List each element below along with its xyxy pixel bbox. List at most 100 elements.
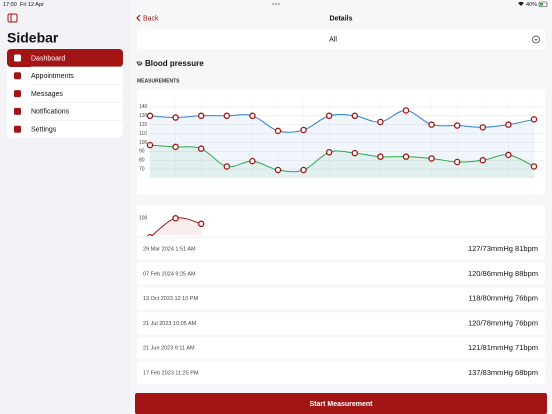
point <box>325 148 333 156</box>
measurement-reading: 137/83mmHg 68bpm <box>468 368 538 377</box>
measurement-row[interactable] <box>137 362 545 384</box>
measurement-reading: 120/78mmHg 76bpm <box>468 318 538 327</box>
menu-icon <box>14 72 21 80</box>
measurement-date: 07 Feb 2024 9:25 AM <box>143 271 196 277</box>
menu-item[interactable]: Settings <box>31 127 57 134</box>
point <box>274 166 282 174</box>
point <box>146 141 154 149</box>
measurement-reading: 118/80mmHg 76bpm <box>469 294 538 303</box>
point <box>249 112 256 120</box>
status-date: Fri 12 Apr <box>20 2 44 8</box>
point <box>172 214 179 222</box>
area <box>150 217 202 236</box>
point <box>197 145 205 152</box>
line <box>149 109 535 133</box>
measurement-date: 13 Oct 2023 12:10 PM <box>143 296 198 302</box>
menu-icon <box>14 54 21 62</box>
measurement-row[interactable] <box>137 262 545 285</box>
point <box>172 143 179 151</box>
measurement-row[interactable] <box>137 312 545 335</box>
point <box>505 151 512 159</box>
menu-item[interactable]: Dashboard <box>31 55 65 62</box>
point <box>505 121 512 128</box>
menu-item[interactable]: Messages <box>31 91 63 98</box>
sidebar-toggle[interactable] <box>7 13 18 23</box>
status-time: 17:00 <box>3 2 17 8</box>
point <box>223 163 231 170</box>
picker-icon <box>532 35 540 44</box>
menu-item[interactable]: Notifications <box>31 109 70 116</box>
point <box>172 114 179 121</box>
measurement-row[interactable] <box>137 287 545 310</box>
measurement-reading: 121/81mmHg 71bpm <box>468 343 538 352</box>
header-title: Details <box>330 15 353 22</box>
measurement-reading: 127/73mmHg 81bpm <box>468 244 538 253</box>
picker[interactable] <box>137 29 545 49</box>
chart-panel <box>137 90 545 194</box>
multitask-dots <box>272 3 280 5</box>
start-button-label: Start Measurement <box>309 401 373 408</box>
measurement-date: 21 Jun 2023 9:11 AM <box>143 346 195 352</box>
point <box>428 155 435 162</box>
menu-icon <box>14 107 21 115</box>
menu-icon <box>14 125 21 133</box>
measurement-reading: 120/86mmHg 88bpm <box>468 269 538 278</box>
y-tick-label: 130 <box>139 113 148 119</box>
point <box>300 126 307 134</box>
point <box>453 122 461 129</box>
y-tick-label: 100 <box>139 216 148 222</box>
line <box>149 144 535 173</box>
menu-card <box>7 49 123 138</box>
measurement-date: 21 Jul 2023 10:05 AM <box>143 321 197 327</box>
point <box>300 166 307 174</box>
back-button[interactable]: Back <box>143 15 159 22</box>
point <box>402 107 410 114</box>
point <box>377 153 384 160</box>
point <box>146 112 154 120</box>
measurement-date: 17 Feb 2023 11:25 PM <box>143 370 199 376</box>
point <box>479 124 487 131</box>
point <box>377 118 384 126</box>
battery-text: 40% <box>526 2 537 8</box>
y-tick-label: 120 <box>139 122 148 128</box>
section-title: Blood pressure <box>145 59 204 68</box>
measurement-date: 29 Mar 2024 1:51 AM <box>143 246 196 252</box>
point <box>197 220 205 228</box>
point <box>146 233 154 236</box>
point <box>402 153 410 160</box>
menu-selected[interactable] <box>7 49 123 67</box>
bp-icon <box>136 61 143 66</box>
area <box>150 110 534 178</box>
y-tick-label: 70 <box>139 166 145 172</box>
picker-value: All <box>329 36 337 43</box>
picker-chevron <box>534 38 538 41</box>
back-chevron[interactable] <box>136 14 141 22</box>
y-tick-label: 90 <box>139 149 145 155</box>
point <box>530 163 538 170</box>
section-subtitle: MEASUREMENTS <box>137 78 180 84</box>
measurement-row[interactable] <box>137 337 545 360</box>
y-tick-label: 100 <box>139 140 148 146</box>
area <box>150 145 534 178</box>
battery-icon <box>538 1 548 7</box>
start-button[interactable] <box>135 393 547 414</box>
point <box>428 121 435 128</box>
point <box>249 157 256 165</box>
point <box>479 156 487 164</box>
chart <box>139 214 205 236</box>
point <box>223 112 231 120</box>
menu-item[interactable]: Appointments <box>31 73 74 80</box>
menu-icon <box>14 90 21 98</box>
point <box>351 149 359 157</box>
measurement-row[interactable] <box>137 238 545 260</box>
y-tick-label: 110 <box>139 131 147 137</box>
y-tick-label: 140 <box>139 104 148 110</box>
point <box>197 112 205 120</box>
pulse-panel <box>137 205 545 236</box>
wifi-icon <box>518 1 524 6</box>
sidebar-title: Sidebar <box>7 30 59 46</box>
point <box>530 116 538 123</box>
point <box>274 127 282 135</box>
chart <box>146 98 544 178</box>
